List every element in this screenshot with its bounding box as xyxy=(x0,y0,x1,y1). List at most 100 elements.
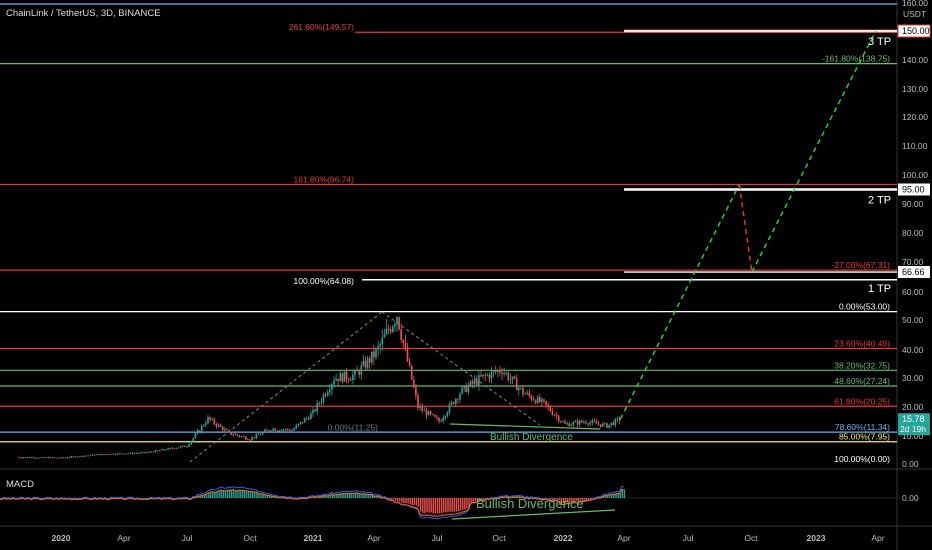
candle xyxy=(501,367,503,381)
macd-bar xyxy=(611,494,613,498)
macd-bar xyxy=(474,498,476,502)
candle xyxy=(284,428,287,432)
candle xyxy=(343,371,346,383)
candle xyxy=(47,456,50,459)
candle xyxy=(316,400,318,415)
candle xyxy=(513,375,516,380)
candle xyxy=(545,400,547,409)
candle xyxy=(583,419,585,425)
macd-bar xyxy=(201,494,203,498)
y-tick-label: 70.00 xyxy=(902,257,924,267)
macd-bar xyxy=(266,494,269,498)
candle xyxy=(236,434,239,437)
candle xyxy=(146,451,148,454)
candle xyxy=(497,369,499,378)
candle xyxy=(434,414,436,418)
candle xyxy=(119,452,121,455)
macd-bar xyxy=(575,498,577,502)
candle xyxy=(125,453,127,455)
macd-bar xyxy=(405,498,407,503)
candle xyxy=(41,456,43,458)
y-tick-label: 0.00 xyxy=(902,459,919,469)
candle xyxy=(295,423,297,430)
candle xyxy=(618,416,621,425)
fib-label: 78.60%(11.34) xyxy=(835,422,890,432)
fib-label: 0.00%(11.25) xyxy=(328,422,379,432)
candle xyxy=(320,397,323,406)
candle xyxy=(89,454,92,456)
macd-bar xyxy=(409,498,411,505)
candle xyxy=(163,449,165,451)
candle xyxy=(341,372,344,384)
candle xyxy=(555,411,558,420)
macd-bar xyxy=(403,498,405,504)
macd-bar xyxy=(399,498,401,502)
candle xyxy=(299,421,302,426)
candle xyxy=(364,356,367,370)
macd-bar xyxy=(453,498,455,512)
candle xyxy=(499,365,501,377)
candle xyxy=(148,451,150,453)
candle xyxy=(610,422,612,428)
x-tick-label: Jul xyxy=(432,533,443,543)
macd-y-tick: 0.00 xyxy=(902,493,919,503)
macd-bar xyxy=(552,498,554,500)
macd-bar xyxy=(245,490,248,498)
macd-bar xyxy=(451,498,453,512)
candle xyxy=(446,411,449,418)
macd-divergence-line xyxy=(451,509,616,520)
macd-bar xyxy=(615,493,617,498)
macd-bar xyxy=(443,498,445,513)
candle xyxy=(95,454,98,456)
candle xyxy=(182,445,184,447)
macd-bar xyxy=(264,494,266,498)
candle xyxy=(511,376,514,384)
macd-bar xyxy=(617,493,619,498)
macd-bar xyxy=(602,495,605,498)
candle xyxy=(387,324,390,334)
candle xyxy=(576,418,579,428)
candle xyxy=(282,428,285,433)
candle xyxy=(66,457,69,459)
macd-bar xyxy=(422,498,424,513)
candle xyxy=(578,419,581,428)
candle xyxy=(591,418,594,426)
candle xyxy=(161,448,163,451)
macd-bar xyxy=(342,493,344,498)
macd-divergence-label: Bullish Divergence xyxy=(476,496,584,511)
macd-bar xyxy=(197,495,199,498)
macd-bar xyxy=(218,490,220,498)
fib-label: 48.60%(27.24) xyxy=(834,376,890,386)
x-tick-label: 2022 xyxy=(554,533,573,543)
candle xyxy=(270,430,272,433)
candle xyxy=(127,453,129,455)
macd-bar xyxy=(613,493,615,498)
price-label: 15.78 xyxy=(902,414,925,424)
price-label: 95.00 xyxy=(902,185,925,195)
candle xyxy=(581,420,583,423)
candle xyxy=(471,378,474,389)
candle xyxy=(242,435,245,438)
macd-bar xyxy=(212,491,214,498)
macd-bar xyxy=(426,498,428,513)
candle xyxy=(22,457,24,459)
candle xyxy=(196,428,199,435)
candle xyxy=(39,457,41,459)
candle xyxy=(116,453,119,456)
candle xyxy=(35,457,37,459)
y-tick-label: 80.00 xyxy=(902,228,924,238)
candle xyxy=(77,456,79,458)
candle xyxy=(234,433,237,436)
price-label: 66.66 xyxy=(902,267,925,277)
x-tick-label: Jul xyxy=(683,533,694,543)
candle xyxy=(272,427,274,434)
macd-bar xyxy=(130,497,132,498)
macd-bar xyxy=(388,498,390,500)
candle xyxy=(572,420,575,428)
macd-bar xyxy=(558,498,560,501)
macd-bar xyxy=(554,498,556,500)
candle xyxy=(207,414,209,425)
candle xyxy=(257,432,260,435)
candle xyxy=(335,373,337,382)
